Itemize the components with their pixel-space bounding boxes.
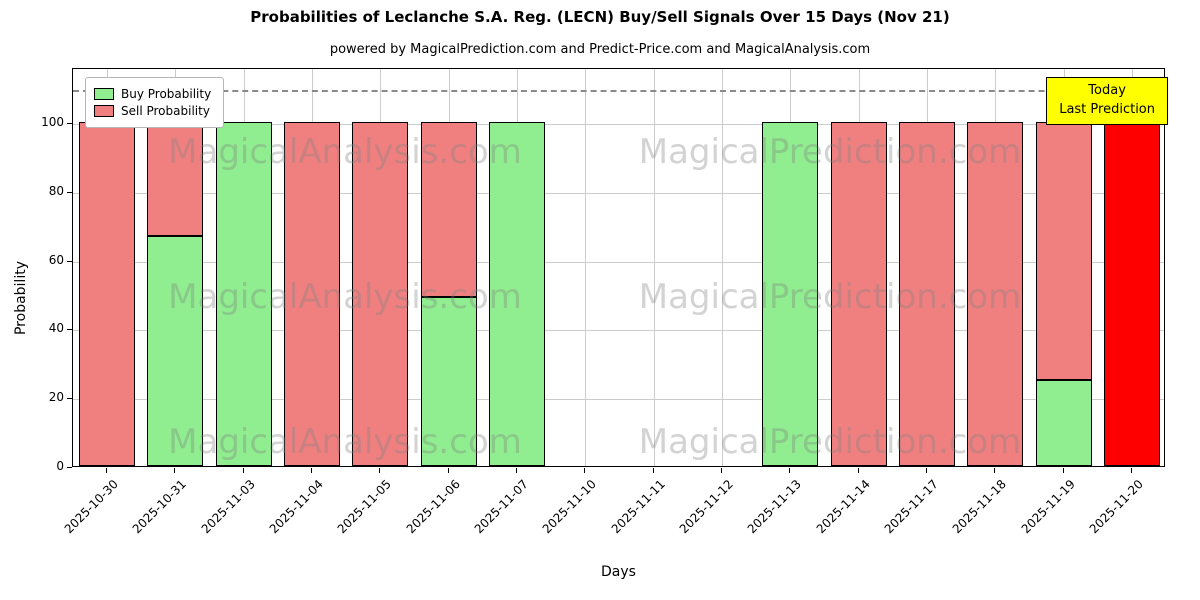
bar-today-segment [1103,122,1160,466]
gridline-horizontal [73,261,1164,263]
x-tick-mark [174,468,176,473]
x-tick-label: 2025-11-12 [676,477,736,537]
x-tick-label: 2025-11-07 [471,477,531,537]
x-tick-label: 2025-11-11 [608,477,668,537]
x-tick-label: 2025-11-05 [335,477,395,537]
x-tick-mark [311,468,313,473]
bar-buy-segment [762,122,819,466]
gridline-horizontal [73,192,1164,194]
x-tick-mark [720,468,722,473]
x-tick-mark [1130,468,1132,473]
gridline-vertical [653,69,655,466]
bar-sell-segment [420,122,477,298]
x-tick-label: 2025-11-20 [1086,477,1146,537]
legend-item-sell: Sell Probability [94,104,211,118]
gridline-horizontal [73,330,1164,332]
bar-sell-segment [147,122,204,236]
y-tick-label: 80 [48,183,64,198]
x-tick-label: 2025-11-04 [266,477,326,537]
x-tick-mark [1062,468,1064,473]
y-tick-label: 100 [41,115,64,130]
x-tick-mark [447,468,449,473]
x-tick-label: 2025-11-19 [1018,477,1078,537]
x-axis-label: Days [601,564,636,580]
y-tick-mark [67,398,72,400]
gridline-vertical [721,69,723,466]
y-tick-label: 0 [56,459,64,473]
buy-probability-swatch [94,88,114,100]
x-tick-mark [106,468,108,473]
x-tick-label: 2025-11-06 [403,477,463,537]
bar-sell-segment [352,122,409,466]
bar-sell-segment [79,122,136,466]
x-tick-mark [584,468,586,473]
bar-sell-segment [898,122,955,466]
sell-probability-swatch [94,105,114,117]
chart-title: Probabilities of Leclanche S.A. Reg. (LE… [250,8,950,26]
x-tick-mark [994,468,996,473]
x-tick-mark [857,468,859,473]
bar-buy-segment [420,297,477,466]
y-tick-mark [67,467,72,468]
x-tick-label: 2025-11-13 [744,477,805,537]
x-tick-label: 2025-10-31 [130,477,190,537]
bar-buy-segment [489,122,546,466]
y-tick-label: 20 [48,390,64,405]
legend-buy-label: Buy Probability [121,87,212,101]
gridline-horizontal [73,124,1164,126]
bar-buy-segment [215,122,272,466]
bar-sell-segment [830,122,887,466]
x-tick-label: 2025-11-17 [881,477,941,537]
x-tick-mark [516,468,518,473]
x-tick-mark [925,468,927,473]
today-annotation: Today Last Prediction [1046,77,1168,125]
dashed-threshold-line [73,89,1164,92]
bar-sell-segment [284,122,341,466]
x-tick-mark [242,468,244,473]
legend-sell-label: Sell Probability [121,104,210,118]
y-tick-mark [67,123,72,125]
x-tick-label: 2025-10-30 [61,477,122,537]
x-tick-label: 2025-11-03 [198,477,258,537]
x-tick-label: 2025-11-14 [813,477,873,537]
y-tick-mark [67,260,72,262]
x-tick-mark [379,468,381,473]
bar-sell-segment [1035,122,1092,381]
y-tick-label: 40 [48,321,64,336]
bar-sell-segment [967,122,1024,466]
gridline-vertical [585,69,587,466]
y-tick-label: 60 [48,252,64,267]
x-tick-label: 2025-11-18 [949,477,1010,537]
plot-area: Buy Probability Sell Probability Today L… [72,68,1168,467]
legend: Buy Probability Sell Probability [85,77,225,128]
legend-item-buy: Buy Probability [94,87,211,101]
x-tick-mark [652,468,654,473]
y-tick-mark [67,191,72,193]
today-annotation-line1: Today [1088,83,1126,98]
y-tick-mark [67,329,72,331]
x-tick-label: 2025-11-10 [540,477,600,537]
x-tick-mark [789,468,791,473]
gridline-horizontal [73,399,1164,401]
bar-buy-segment [1035,380,1092,466]
bar-buy-segment [147,235,204,466]
chart-subtitle: powered by MagicalPrediction.com and Pre… [329,42,871,57]
today-annotation-line2: Last Prediction [1059,101,1155,117]
